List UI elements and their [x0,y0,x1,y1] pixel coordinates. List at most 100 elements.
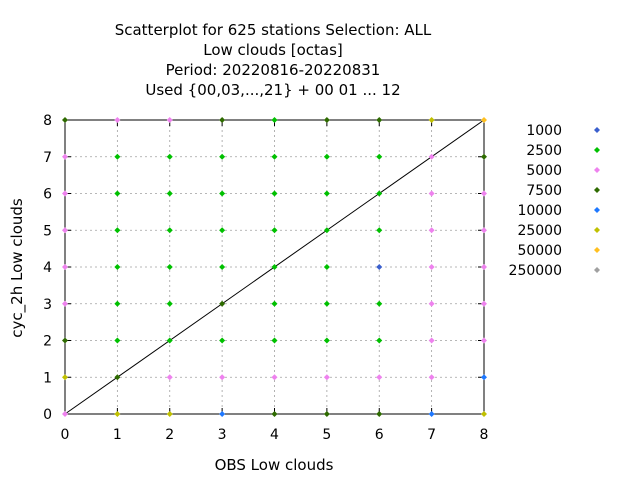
legend-marker [594,227,600,233]
data-point [114,411,121,417]
data-point [219,374,226,381]
data-point [428,264,435,270]
legend-label: 25000 [517,223,562,239]
legend-label: 2500 [526,143,562,159]
data-point [323,190,330,197]
data-point [219,411,226,417]
data-point [481,337,487,344]
data-point [428,337,435,344]
data-point [114,190,121,197]
x-tick-label: 0 [61,427,70,443]
data-point [62,337,68,344]
chart-title: Scatterplot for 625 stations Selection: … [115,21,432,99]
legend-marker [594,167,600,173]
data-point [271,300,278,307]
legend-marker [594,147,600,153]
data-point [219,190,226,197]
data-point [481,264,487,270]
data-point [219,153,226,160]
data-point [376,190,383,197]
legend-marker [594,267,600,273]
data-point [271,190,278,197]
legend-entry: 25000 [517,223,600,239]
y-tick-label: 6 [43,187,52,203]
title-line-1: Scatterplot for 625 stations Selection: … [115,21,432,39]
data-point [323,411,330,417]
data-point [166,300,173,307]
x-tick-label: 3 [218,427,227,443]
data-point [481,411,487,417]
y-tick-label: 5 [43,223,52,239]
data-point [271,374,278,381]
x-tick-label: 6 [375,427,384,443]
legend-marker [594,187,600,193]
x-axis-label: OBS Low clouds [215,456,334,474]
data-point [271,227,278,234]
data-point [62,153,68,160]
data-point [323,374,330,381]
data-point [376,300,383,307]
legend-label: 250000 [509,263,562,279]
data-point [166,411,173,417]
legend-label: 50000 [517,243,562,259]
data-point [166,190,173,197]
data-point [271,337,278,344]
y-axis-label: cyc_2h Low clouds [8,198,27,338]
data-point [323,153,330,160]
legend-marker [594,207,600,213]
data-point [323,300,330,307]
data-point [481,117,487,123]
data-point [376,117,383,123]
x-tick-label: 7 [427,427,436,443]
data-point [114,153,121,160]
x-tick-label: 4 [270,427,279,443]
y-tick-label: 8 [43,113,52,129]
data-point [481,153,487,160]
data-point [166,153,173,160]
data-point [62,190,68,197]
data-point [114,117,121,123]
data-point [376,337,383,344]
x-tick-label: 2 [165,427,174,443]
data-point [219,117,226,123]
legend-entry: 250000 [509,263,600,279]
data-point [428,153,435,160]
data-point [271,153,278,160]
y-tick-label: 2 [43,334,52,350]
legend-entry: 5000 [526,163,600,179]
legend-entry: 1000 [526,123,600,139]
data-point [481,227,487,234]
data-point [114,264,121,270]
data-point [428,190,435,197]
y-tick-label: 7 [43,150,52,166]
data-point [271,264,278,270]
y-tick-label: 1 [43,370,52,386]
data-point [376,374,383,381]
data-point [271,117,278,123]
data-point [428,374,435,381]
legend: 1000 2500 5000 7500 10000 25000 50000 250000 [509,123,600,279]
data-point [376,227,383,234]
data-point [166,337,173,344]
data-point [481,300,487,307]
data-point [481,374,487,381]
data-point [62,227,68,234]
data-point [114,227,121,234]
legend-entry: 50000 [517,243,600,259]
data-point [428,117,435,123]
data-point [62,411,68,417]
legend-entry: 7500 [526,183,600,199]
y-tick-label: 4 [43,260,52,276]
data-point [62,117,68,123]
title-line-3: Period: 20220816-20220831 [166,61,381,79]
data-point [219,264,226,270]
x-tick-label: 1 [113,427,122,443]
data-point [166,374,173,381]
title-line-4: Used {00,03,...,21} + 00 01 ... 12 [145,81,400,99]
data-point [428,227,435,234]
legend-label: 10000 [517,203,562,219]
data-point [323,337,330,344]
x-tick-label: 5 [322,427,331,443]
data-point [376,153,383,160]
